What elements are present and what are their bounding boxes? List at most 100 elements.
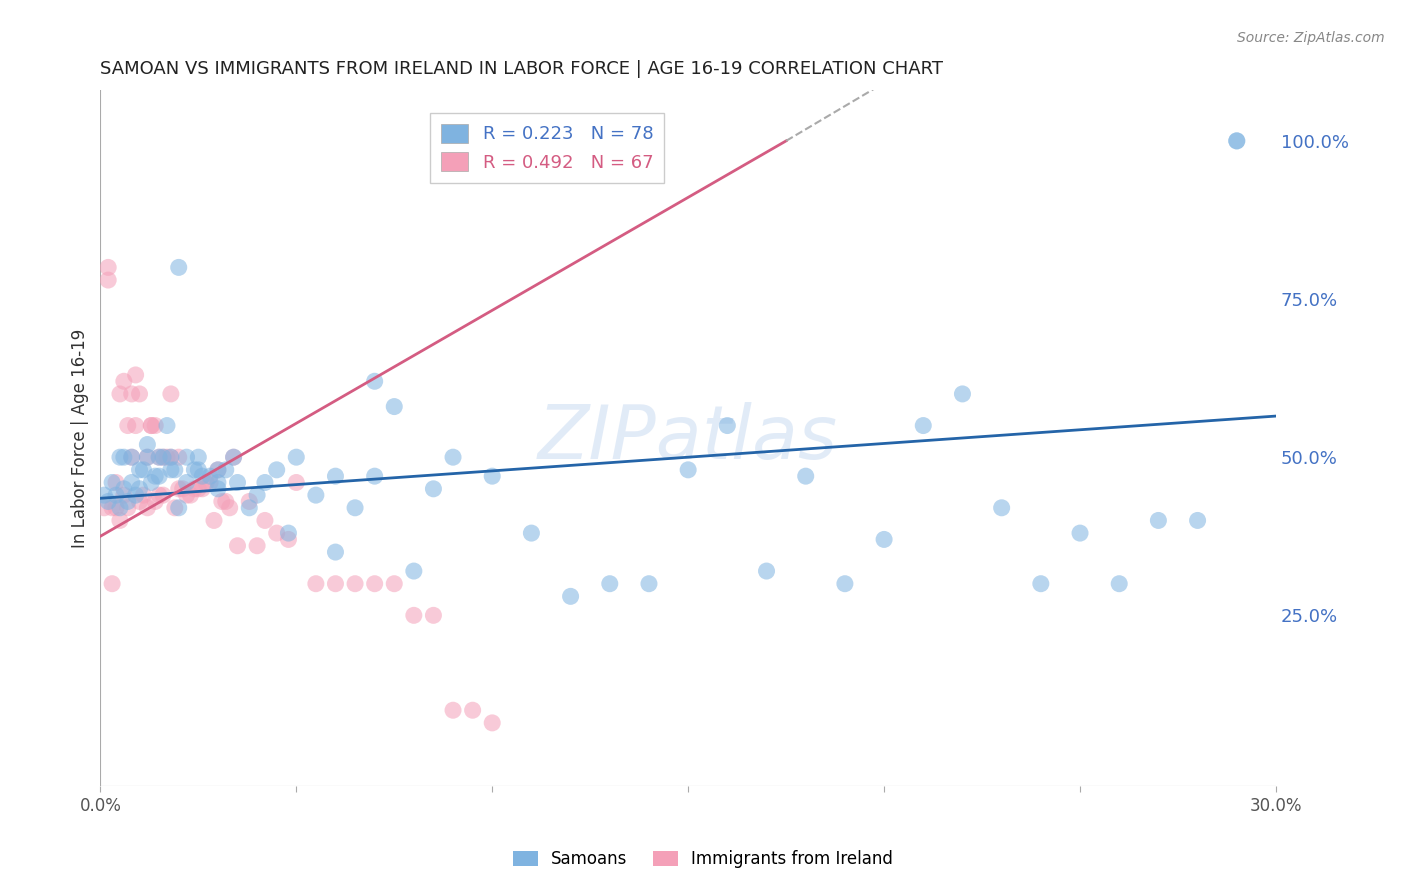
Point <box>238 500 260 515</box>
Point <box>277 526 299 541</box>
Point <box>156 418 179 433</box>
Point <box>990 500 1012 515</box>
Point <box>441 450 464 465</box>
Point <box>325 576 347 591</box>
Point <box>143 494 166 508</box>
Point <box>183 482 205 496</box>
Point <box>105 500 128 515</box>
Point <box>128 494 150 508</box>
Point <box>325 469 347 483</box>
Point <box>253 475 276 490</box>
Point <box>1187 513 1209 527</box>
Point <box>124 368 146 382</box>
Point <box>187 450 209 465</box>
Point <box>215 494 238 508</box>
Text: SAMOAN VS IMMIGRANTS FROM IRELAND IN LABOR FORCE | AGE 16-19 CORRELATION CHART: SAMOAN VS IMMIGRANTS FROM IRELAND IN LAB… <box>100 60 943 78</box>
Point <box>143 418 166 433</box>
Point <box>172 482 194 496</box>
Point <box>207 463 229 477</box>
Point <box>912 418 935 433</box>
Point <box>1226 134 1249 148</box>
Point <box>136 437 159 451</box>
Point <box>132 488 155 502</box>
Point <box>218 500 240 515</box>
Point <box>148 469 170 483</box>
Point <box>755 564 778 578</box>
Point <box>101 576 124 591</box>
Point <box>105 488 128 502</box>
Point <box>128 387 150 401</box>
Point <box>112 450 135 465</box>
Point <box>121 475 143 490</box>
Point <box>101 475 124 490</box>
Point <box>207 463 229 477</box>
Point <box>167 500 190 515</box>
Point <box>363 469 385 483</box>
Point <box>215 463 238 477</box>
Point <box>117 418 139 433</box>
Point <box>402 564 425 578</box>
Point <box>191 482 214 496</box>
Point <box>277 533 299 547</box>
Point <box>152 450 174 465</box>
Point <box>167 482 190 496</box>
Point <box>148 488 170 502</box>
Point <box>163 463 186 477</box>
Point <box>105 475 128 490</box>
Point <box>117 494 139 508</box>
Point <box>163 500 186 515</box>
Point <box>266 526 288 541</box>
Text: Source: ZipAtlas.com: Source: ZipAtlas.com <box>1237 31 1385 45</box>
Point <box>195 475 218 490</box>
Point <box>183 463 205 477</box>
Point <box>121 450 143 465</box>
Point <box>422 482 444 496</box>
Point <box>402 608 425 623</box>
Point <box>382 400 405 414</box>
Point <box>560 590 582 604</box>
Point <box>160 387 183 401</box>
Point <box>176 475 198 490</box>
Point <box>481 469 503 483</box>
Point <box>285 475 308 490</box>
Point <box>344 576 367 591</box>
Point <box>179 488 201 502</box>
Point <box>226 475 249 490</box>
Point <box>952 387 974 401</box>
Point <box>794 469 817 483</box>
Point <box>97 494 120 508</box>
Point <box>117 500 139 515</box>
Point <box>112 488 135 502</box>
Point <box>112 374 135 388</box>
Point <box>136 500 159 515</box>
Point <box>128 463 150 477</box>
Point <box>285 450 308 465</box>
Point <box>305 576 328 591</box>
Point <box>344 500 367 515</box>
Point <box>1147 513 1170 527</box>
Point <box>152 450 174 465</box>
Point <box>520 526 543 541</box>
Point <box>716 418 738 433</box>
Point <box>599 576 621 591</box>
Point <box>108 500 131 515</box>
Point <box>152 488 174 502</box>
Point <box>101 500 124 515</box>
Point <box>1108 576 1130 591</box>
Point <box>1069 526 1091 541</box>
Point <box>325 545 347 559</box>
Point <box>238 494 260 508</box>
Point <box>108 513 131 527</box>
Point <box>1226 134 1249 148</box>
Point <box>108 450 131 465</box>
Point <box>222 450 245 465</box>
Point <box>676 463 699 477</box>
Point <box>136 450 159 465</box>
Text: ZIPatlas: ZIPatlas <box>538 402 838 475</box>
Point <box>160 463 183 477</box>
Point <box>141 418 163 433</box>
Point <box>207 475 229 490</box>
Point <box>1029 576 1052 591</box>
Point <box>128 482 150 496</box>
Point <box>202 513 225 527</box>
